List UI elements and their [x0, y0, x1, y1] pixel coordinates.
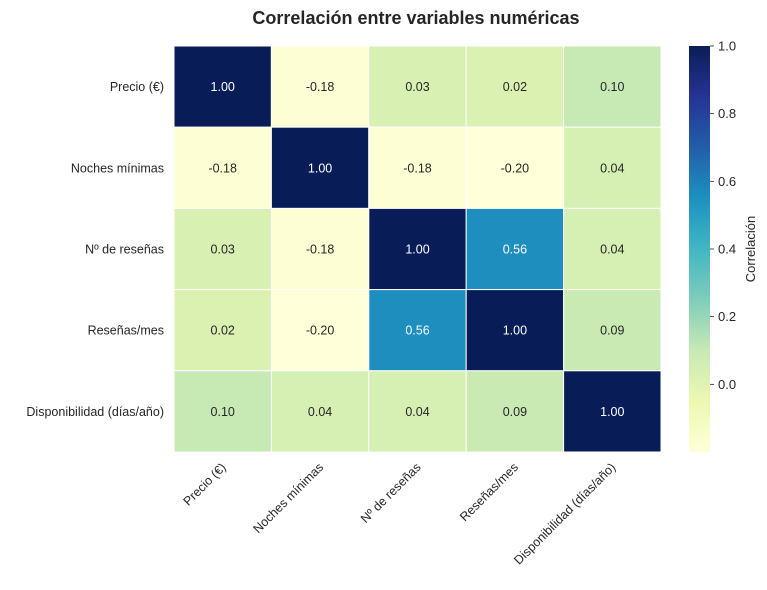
heatmap-cell — [563, 207, 662, 291]
y-tick-label: Precio (€) — [110, 80, 164, 94]
heatmap-cell — [173, 126, 272, 209]
chart-title: Correlación entre variables numéricas — [252, 8, 579, 28]
cell-value-label: 0.04 — [405, 405, 429, 419]
heatmap-cell — [368, 45, 467, 128]
x-tick-label: Disponibilidad (días/año) — [511, 460, 618, 567]
heatmap-cell — [563, 370, 662, 453]
heatmap-cell — [368, 289, 467, 372]
y-tick-label: Noches mínimas — [71, 161, 164, 175]
heatmap-cell — [270, 45, 370, 128]
heatmap-cell — [173, 289, 272, 372]
heatmap-cell — [270, 289, 370, 372]
heatmap-cell — [465, 207, 565, 291]
colorbar-tick-label: 0.0 — [718, 377, 736, 392]
cell-value-label: -0.18 — [306, 243, 335, 257]
colorbar-tick-label: 1.0 — [718, 39, 736, 54]
cell-value-label: 0.10 — [600, 80, 624, 94]
x-tick-label: Noches mínimas — [250, 460, 326, 536]
cell-value-label: 0.09 — [503, 405, 527, 419]
heatmap-cell — [368, 370, 467, 453]
x-tick-label: Nº de reseñas — [358, 460, 424, 526]
cell-value-label: 0.04 — [600, 161, 624, 175]
x-tick-label: Precio (€) — [181, 460, 229, 508]
x-tick-label: Reseñas/mes — [457, 460, 521, 524]
heatmap-cell — [563, 126, 662, 209]
cell-value-label: -0.20 — [501, 161, 530, 175]
cell-value-label: -0.18 — [306, 80, 335, 94]
cell-value-label: 0.09 — [600, 324, 624, 338]
heatmap-cell — [173, 370, 272, 453]
cell-value-label: 1.00 — [405, 243, 429, 257]
cell-value-label: -0.18 — [403, 161, 432, 175]
x-axis-tick-labels: Precio (€) Noches mínimas Nº de reseñas Res… — [181, 460, 619, 567]
heatmap-cell — [465, 45, 565, 128]
heatmap-cell — [270, 207, 370, 291]
heatmap-cells: 1.00 -0.18 0.03 0.02 0.10 -0.18 1.00 -0.18 -0.20… — [173, 45, 662, 453]
cell-value-label: 0.04 — [600, 243, 624, 257]
cell-value-label: 0.02 — [211, 324, 235, 338]
cell-value-label: 0.56 — [405, 324, 429, 338]
cell-value-label: 1.00 — [211, 80, 235, 94]
y-tick-label: Nº de reseñas — [85, 243, 164, 257]
heatmap-cell — [563, 45, 662, 128]
cell-value-label: 0.56 — [503, 243, 527, 257]
cell-value-label: 0.04 — [308, 405, 332, 419]
colorbar-tick-label: 0.4 — [718, 242, 736, 257]
cell-value-label: 0.10 — [211, 405, 235, 419]
heatmap-cell — [563, 289, 662, 372]
cell-value-label: 1.00 — [600, 405, 624, 419]
cell-value-label: 0.03 — [211, 243, 235, 257]
heatmap-cell — [368, 207, 467, 291]
colorbar-tick-label: 0.2 — [718, 309, 736, 324]
colorbar — [689, 46, 710, 452]
y-tick-label: Disponibilidad (días/año) — [26, 405, 164, 419]
cell-value-label: 1.00 — [503, 324, 527, 338]
colorbar-ticks: 0.0 0.2 0.4 0.6 0.8 1.0 — [710, 39, 736, 392]
cell-value-label: 0.03 — [405, 80, 429, 94]
colorbar-label: Correlación — [743, 216, 758, 282]
heatmap-cell — [368, 126, 467, 209]
cell-value-label: -0.18 — [208, 161, 237, 175]
cell-value-label: -0.20 — [306, 324, 335, 338]
heatmap-cell — [465, 289, 565, 372]
cell-value-label: 0.02 — [503, 80, 527, 94]
heatmap-cell — [173, 45, 272, 128]
y-tick-label: Reseñas/mes — [88, 324, 164, 338]
colorbar-tick-label: 0.8 — [718, 106, 736, 121]
cell-value-label: 1.00 — [308, 161, 332, 175]
heatmap-cell — [270, 370, 370, 453]
y-axis-tick-labels: Precio (€) Noches mínimas Nº de reseñas Res… — [26, 80, 164, 419]
colorbar-tick-label: 0.6 — [718, 174, 736, 189]
